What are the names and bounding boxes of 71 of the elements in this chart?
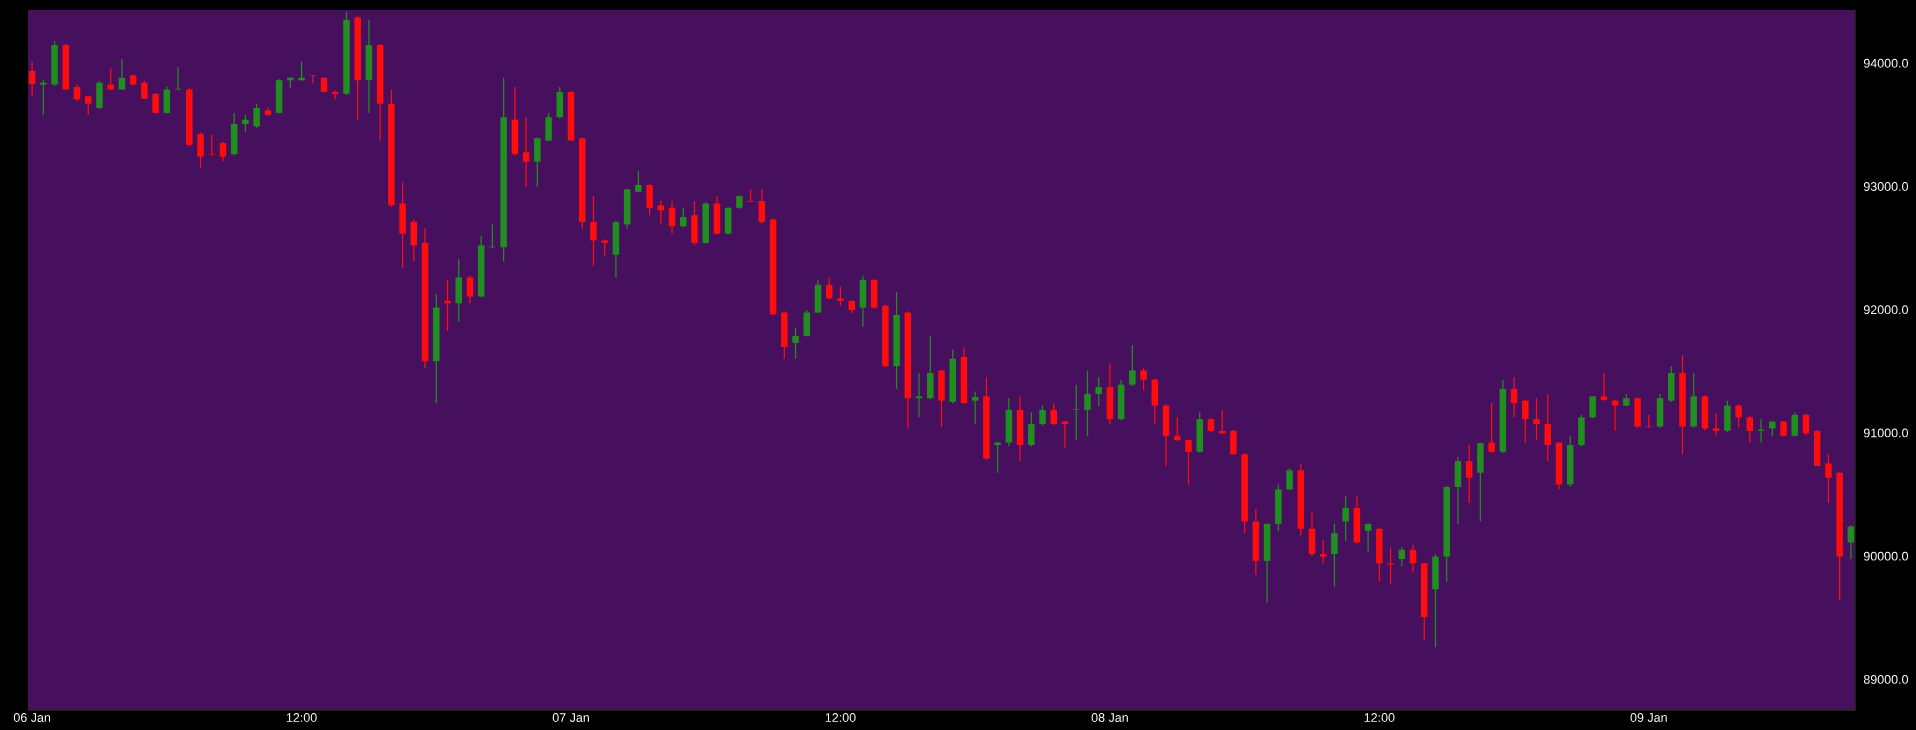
candlestick [837,286,844,307]
candlestick [1510,376,1518,418]
candlestick [1286,467,1293,491]
x-tick-label: 07 Jan [552,713,589,722]
candlestick [152,92,159,115]
candlestick [1028,411,1035,447]
candlestick [657,200,665,226]
candlestick [792,327,799,360]
candlestick [1533,397,1540,441]
candlestick [1319,539,1327,564]
candlestick [1342,495,1349,542]
candlestick [197,131,204,169]
candlestick [1847,524,1855,560]
x-tick-label: 08 Jan [1091,713,1128,722]
candlestick [1611,399,1619,432]
x-tick-label: 09 Jan [1630,713,1667,722]
y-tick-label: 89000.0 [1863,674,1909,684]
candlestick [1825,453,1832,504]
x-tick-label: 12:00 [286,713,317,722]
candlestick [1488,402,1495,454]
candlestick [534,136,541,188]
candlestick [1084,369,1091,437]
candlestick [1398,546,1406,568]
candlestick [1465,444,1473,504]
candlestick [915,372,923,418]
candlestick [208,134,215,157]
candlestick [1174,416,1181,442]
candlestick [1230,429,1237,456]
candlestick [1050,402,1058,426]
candlestick [1712,412,1720,437]
candlestick [28,61,36,97]
y-tick-label: 93000.0 [1863,182,1909,191]
candlestick [1140,367,1147,391]
candlestick [1129,344,1136,387]
candlestick [1589,395,1596,419]
candlestick [522,116,530,188]
x-tick-label: 12:00 [1364,713,1395,722]
candlestick [758,188,766,226]
candlestick [40,79,47,116]
candlestick [646,183,653,216]
candlestick [680,207,687,229]
candlestick [668,200,676,235]
candlestick [410,218,418,263]
y-tick-label: 94000.0 [1863,58,1909,68]
candlestick [1600,372,1608,402]
candlestick [1544,393,1552,462]
candlestick [1095,376,1102,407]
candlestick [1072,384,1080,441]
y-tick-label: 91000.0 [1863,428,1909,438]
candlestick [803,309,811,338]
candlestick [545,112,552,142]
candlestick [1387,546,1394,585]
candlestick [466,274,474,304]
candlestick [1331,523,1338,588]
candlestick [1364,522,1372,553]
candlestick [163,85,171,115]
candlestick [253,103,260,129]
candlestick [219,141,227,163]
candlestick [1791,411,1798,438]
candlestick [1522,399,1529,444]
candlestick [1185,438,1192,486]
x-tick-label: 12:00 [825,713,856,722]
candlestick [971,390,979,425]
y-tick-label: 90000.0 [1863,551,1909,561]
candlestick [1746,415,1754,444]
candlestick [1802,412,1810,437]
x-tick-label: 06 Jan [13,713,51,722]
y-tick-label: 92000.0 [1863,305,1909,315]
candlestick [590,195,597,267]
candlestick [1039,404,1046,426]
candlestick [1735,403,1742,428]
